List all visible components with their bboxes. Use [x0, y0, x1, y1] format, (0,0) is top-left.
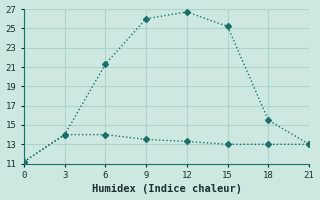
X-axis label: Humidex (Indice chaleur): Humidex (Indice chaleur) [92, 184, 242, 194]
